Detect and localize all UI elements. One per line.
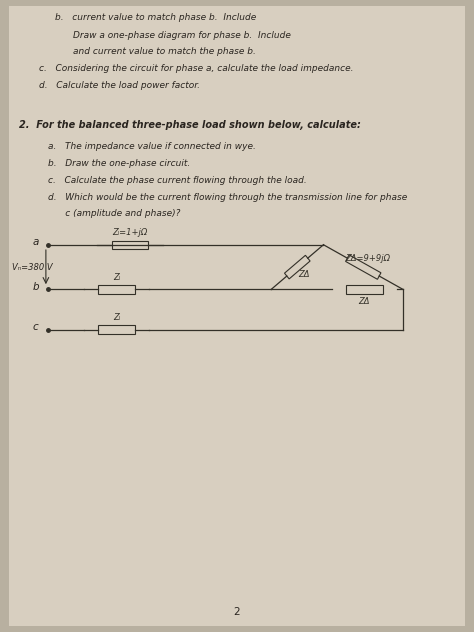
Text: b.   Draw the one-phase circuit.: b. Draw the one-phase circuit. xyxy=(48,159,191,168)
FancyBboxPatch shape xyxy=(98,325,135,334)
Text: 2.  For the balanced three-phase load shown below, calculate:: 2. For the balanced three-phase load sho… xyxy=(18,121,360,130)
Polygon shape xyxy=(284,255,310,279)
FancyBboxPatch shape xyxy=(346,285,383,294)
Text: b: b xyxy=(32,282,39,292)
Text: d.   Which would be the current flowing through the transmission line for phase: d. Which would be the current flowing th… xyxy=(48,193,408,202)
Text: ZΔ: ZΔ xyxy=(359,297,370,306)
FancyBboxPatch shape xyxy=(9,6,465,626)
Text: 2: 2 xyxy=(234,607,240,617)
Text: c.   Calculate the phase current flowing through the load.: c. Calculate the phase current flowing t… xyxy=(48,176,307,185)
Text: Draw a one-phase diagram for phase b.  Include: Draw a one-phase diagram for phase b. In… xyxy=(73,30,291,40)
Text: Zₗ: Zₗ xyxy=(113,273,120,282)
FancyBboxPatch shape xyxy=(112,241,148,249)
Text: a.   The impedance value if connected in wye.: a. The impedance value if connected in w… xyxy=(48,142,256,151)
Text: and current value to match the phase b.: and current value to match the phase b. xyxy=(73,47,256,56)
Text: a: a xyxy=(32,238,38,247)
Text: c: c xyxy=(32,322,38,332)
Text: Zₗ: Zₗ xyxy=(113,313,120,322)
Text: Zₗ=1+jΩ: Zₗ=1+jΩ xyxy=(112,228,148,237)
FancyBboxPatch shape xyxy=(98,285,135,294)
Text: b.   current value to match phase b.  Include: b. current value to match phase b. Inclu… xyxy=(55,13,256,22)
Polygon shape xyxy=(346,255,381,279)
Text: ZΔ=9+9jΩ: ZΔ=9+9jΩ xyxy=(346,253,391,263)
Text: d.   Calculate the load power factor.: d. Calculate the load power factor. xyxy=(39,81,200,90)
Text: c.   Considering the circuit for phase a, calculate the load impedance.: c. Considering the circuit for phase a, … xyxy=(39,64,354,73)
Text: Vₙ=380 V: Vₙ=380 V xyxy=(12,263,53,272)
Text: ZΔ: ZΔ xyxy=(298,270,310,279)
Text: c (amplitude and phase)?: c (amplitude and phase)? xyxy=(48,209,181,219)
